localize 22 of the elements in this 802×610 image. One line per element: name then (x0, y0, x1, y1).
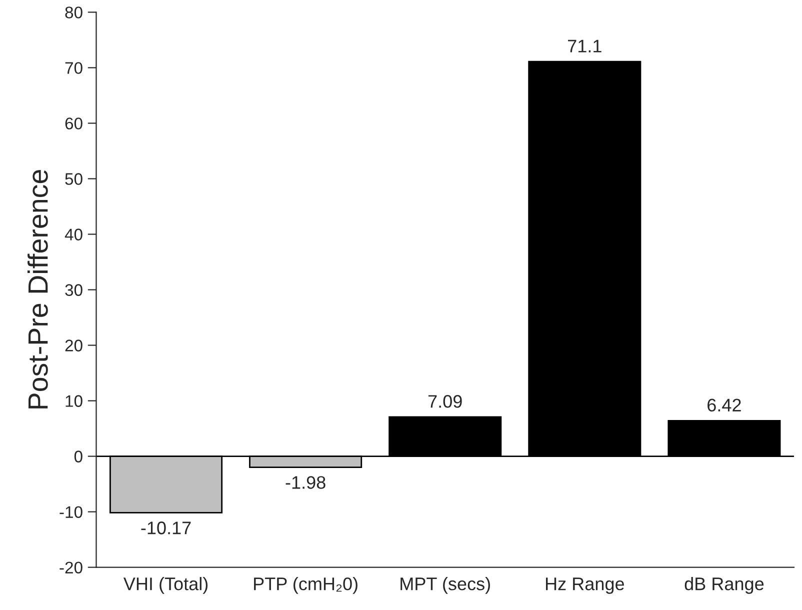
y-tick-label: 40 (64, 228, 82, 240)
y-tick-label: -20 (60, 562, 82, 574)
y-tick-label: 10 (66, 395, 82, 407)
data-label: 71.1 (568, 40, 602, 52)
data-label: -10.17 (141, 522, 191, 534)
x-tick-label: VHI (Total) (123, 577, 208, 594)
y-tick-label: 30 (65, 284, 82, 296)
y-tick-label: 70 (65, 62, 82, 74)
y-tick-label: 80 (65, 6, 82, 18)
y-tick-label: 60 (65, 118, 82, 130)
x-tick-label: MPT (secs) (400, 577, 490, 594)
x-tick-label: PTP (cmH₂0) (254, 577, 358, 594)
y-tick-label: 50 (65, 173, 82, 185)
data-label: 7.09 (428, 395, 462, 408)
y-tick-label: 20 (65, 340, 82, 352)
y-axis-title: Post-Pre Difference (28, 170, 48, 408)
data-label: 6.42 (708, 398, 741, 412)
data-label: -1.98 (286, 476, 326, 489)
x-tick-label: Hz Range (546, 578, 624, 594)
y-tick-label: 0 (74, 450, 82, 462)
x-tick-label: dB Range (684, 577, 764, 594)
y-tick-label: -10 (60, 506, 82, 518)
